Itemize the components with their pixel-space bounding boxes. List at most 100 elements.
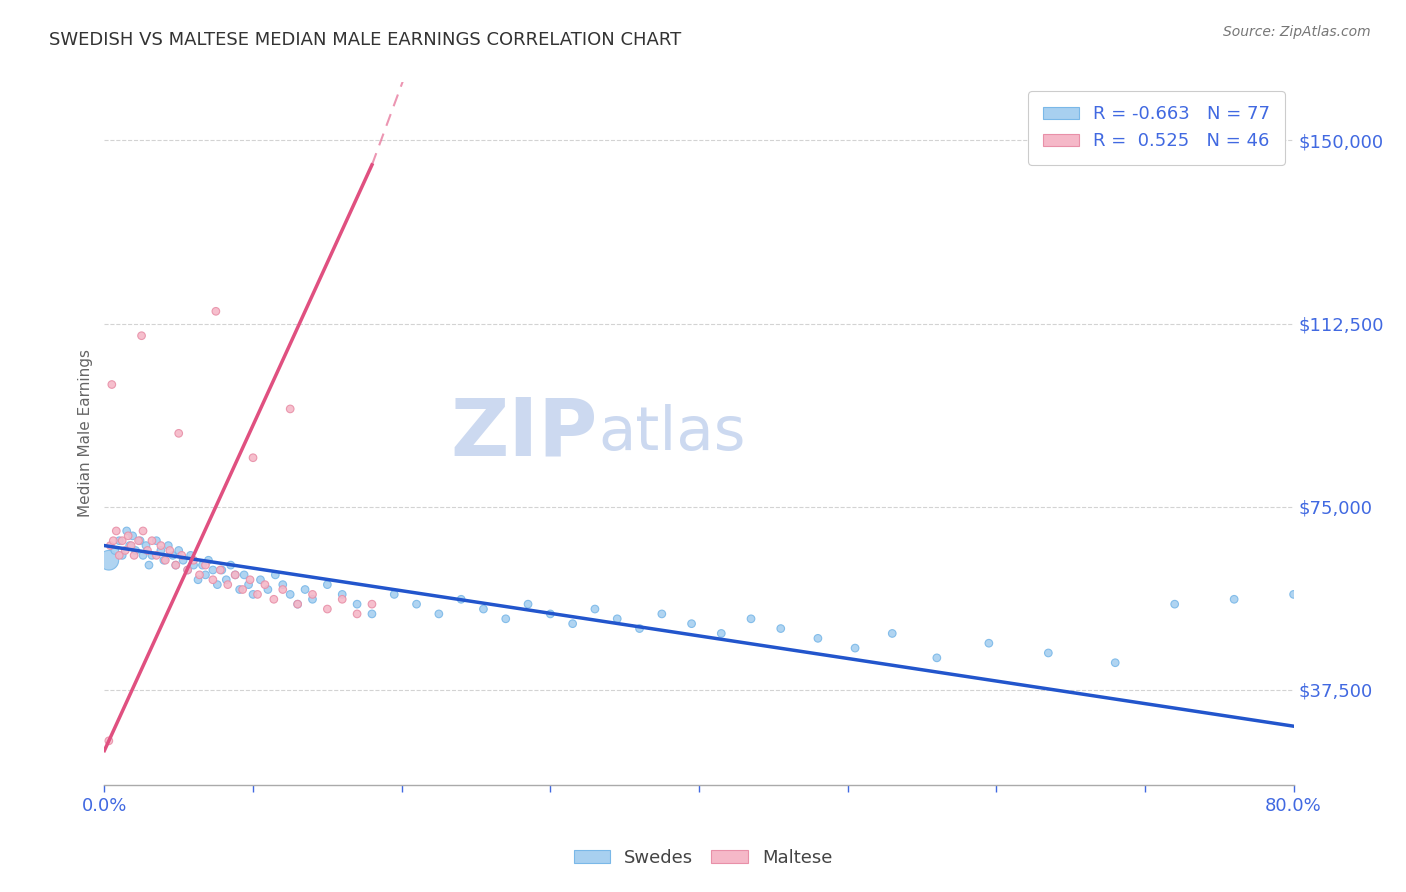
Point xyxy=(330,592,353,607)
Point xyxy=(138,558,160,573)
Point xyxy=(253,577,276,591)
Point xyxy=(98,539,121,553)
Point xyxy=(167,543,190,558)
Point xyxy=(194,558,217,573)
Point xyxy=(211,563,233,577)
Point xyxy=(1163,597,1185,611)
Point xyxy=(882,626,904,640)
Text: atlas: atlas xyxy=(598,404,745,463)
Point xyxy=(238,577,260,591)
Point xyxy=(108,549,131,563)
Point xyxy=(215,573,238,587)
Point xyxy=(278,401,301,416)
Point xyxy=(128,533,150,548)
Point xyxy=(405,597,427,611)
Point xyxy=(101,377,124,392)
Point xyxy=(162,549,184,563)
Point xyxy=(194,567,217,582)
Point xyxy=(538,607,561,621)
Point xyxy=(129,533,152,548)
Point xyxy=(740,612,762,626)
Point xyxy=(219,558,242,573)
Point xyxy=(228,582,250,597)
Point xyxy=(183,558,205,573)
Point xyxy=(382,587,405,601)
Text: Source: ZipAtlas.com: Source: ZipAtlas.com xyxy=(1223,25,1371,39)
Point xyxy=(124,543,146,558)
Point xyxy=(187,573,209,587)
Point xyxy=(145,533,167,548)
Point xyxy=(121,529,143,543)
Point xyxy=(157,539,180,553)
Point xyxy=(239,573,262,587)
Point xyxy=(122,549,145,563)
Point xyxy=(925,651,948,665)
Point xyxy=(427,607,450,621)
Point xyxy=(132,549,155,563)
Point xyxy=(278,587,301,601)
Point xyxy=(205,304,228,318)
Legend: R = -0.663   N = 77, R =  0.525   N = 46: R = -0.663 N = 77, R = 0.525 N = 46 xyxy=(1028,91,1285,165)
Point xyxy=(1223,592,1246,607)
Point xyxy=(301,587,323,601)
Point xyxy=(104,543,127,558)
Point xyxy=(346,597,368,611)
Point xyxy=(115,524,138,538)
Point xyxy=(149,543,172,558)
Point xyxy=(207,577,229,591)
Point xyxy=(105,524,128,538)
Point xyxy=(120,539,142,553)
Point xyxy=(97,553,120,567)
Point xyxy=(844,641,866,656)
Point xyxy=(136,543,159,558)
Point xyxy=(111,549,134,563)
Point xyxy=(271,582,294,597)
Point xyxy=(263,592,285,607)
Point xyxy=(188,567,211,582)
Point xyxy=(1104,656,1126,670)
Point xyxy=(246,587,269,601)
Point xyxy=(97,734,120,748)
Point xyxy=(450,592,472,607)
Point xyxy=(710,626,733,640)
Point xyxy=(201,573,224,587)
Legend: Swedes, Maltese: Swedes, Maltese xyxy=(567,842,839,874)
Point xyxy=(517,597,540,611)
Point xyxy=(209,563,232,577)
Point xyxy=(681,616,703,631)
Point xyxy=(170,549,193,563)
Point xyxy=(628,622,651,636)
Point xyxy=(155,553,177,567)
Y-axis label: Median Male Earnings: Median Male Earnings xyxy=(79,350,93,517)
Point xyxy=(118,539,141,553)
Point xyxy=(807,632,830,646)
Point xyxy=(1038,646,1060,660)
Point xyxy=(145,549,167,563)
Point xyxy=(583,602,606,616)
Point xyxy=(108,533,131,548)
Point xyxy=(346,607,368,621)
Point xyxy=(131,328,153,343)
Point xyxy=(191,558,214,573)
Point xyxy=(361,607,384,621)
Point xyxy=(117,529,139,543)
Point xyxy=(217,577,239,591)
Point xyxy=(316,577,339,591)
Point xyxy=(232,582,254,597)
Point xyxy=(224,567,246,582)
Point xyxy=(361,597,384,611)
Point xyxy=(769,622,792,636)
Point xyxy=(561,616,583,631)
Point xyxy=(141,549,163,563)
Text: SWEDISH VS MALTESE MEDIAN MALE EARNINGS CORRELATION CHART: SWEDISH VS MALTESE MEDIAN MALE EARNINGS … xyxy=(49,31,682,49)
Point xyxy=(249,573,271,587)
Point xyxy=(141,533,163,548)
Point xyxy=(111,533,134,548)
Point xyxy=(183,553,205,567)
Point xyxy=(287,597,309,611)
Point xyxy=(301,592,323,607)
Point xyxy=(1282,587,1305,601)
Point xyxy=(114,543,136,558)
Point xyxy=(257,582,280,597)
Point xyxy=(264,567,287,582)
